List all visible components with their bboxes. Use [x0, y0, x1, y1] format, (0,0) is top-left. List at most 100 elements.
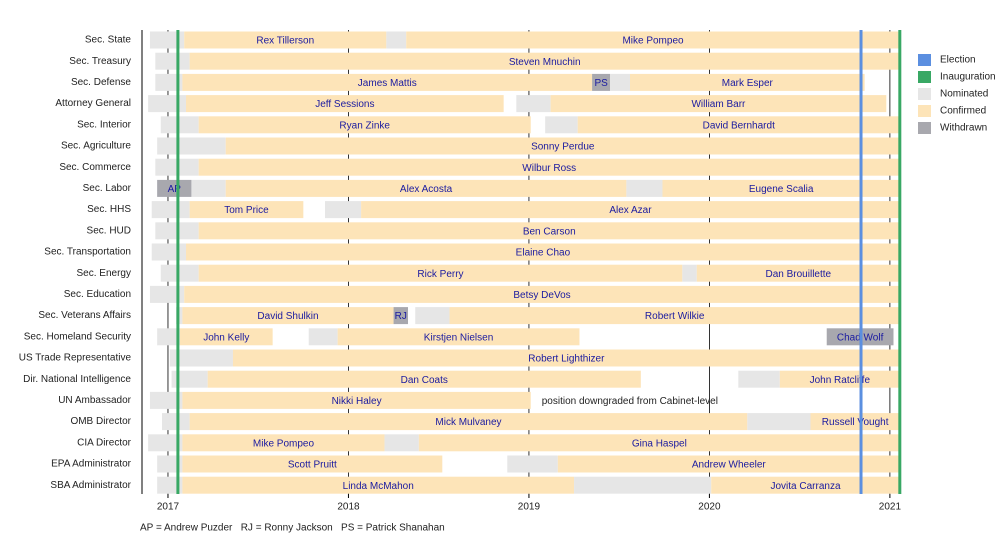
segment: [545, 116, 578, 134]
segment: [198, 222, 900, 240]
person-label: William Barr: [691, 99, 746, 110]
row-label: Sec. Treasury: [69, 56, 131, 67]
segment: [182, 391, 531, 409]
person-label: David Shulkin: [257, 311, 318, 322]
segment: [577, 116, 900, 134]
legend-label: Election: [940, 55, 976, 66]
segment: [157, 179, 192, 197]
row-label: Sec. Transportation: [44, 247, 131, 258]
segment: [747, 413, 811, 431]
x-tick-label: 2017: [157, 502, 180, 513]
segment: [308, 328, 338, 346]
person-label: David Bernhardt: [703, 120, 775, 131]
segment: [232, 349, 900, 367]
segment: [157, 455, 183, 473]
segment: [406, 31, 900, 49]
person-label: Tom Price: [224, 205, 269, 216]
person-label: Alex Azar: [609, 205, 652, 216]
row-label: Sec. Veterans Affairs: [38, 310, 131, 321]
segment: [574, 476, 712, 494]
person-label: RJ: [395, 311, 407, 322]
person-label: Dan Brouillette: [766, 269, 832, 280]
segment: [207, 370, 641, 388]
segment: [148, 434, 183, 452]
row-label: Sec. Homeland Security: [24, 331, 131, 342]
row-label: Sec. HHS: [87, 204, 131, 215]
person-label: Wilbur Ross: [522, 163, 576, 174]
row-label: SBA Administrator: [50, 480, 131, 491]
segment: [738, 370, 780, 388]
segment: [155, 52, 190, 70]
segment: [179, 328, 273, 346]
segment: [393, 307, 409, 325]
segment: [198, 264, 683, 282]
legend-swatch: [918, 54, 931, 66]
segment: [186, 95, 504, 113]
row-label: Sec. Commerce: [59, 162, 131, 173]
row-label: Sec. Energy: [77, 268, 131, 279]
segment: [550, 95, 887, 113]
x-tick-label: 2020: [698, 502, 721, 513]
row-label: OMB Director: [70, 416, 131, 427]
legend-label: Nominated: [940, 89, 988, 100]
segment: [626, 179, 663, 197]
person-label: Scott Pruitt: [288, 460, 337, 471]
segment: [149, 391, 183, 409]
legend-label: Confirmed: [940, 106, 986, 117]
person-label: Robert Wilkie: [645, 311, 705, 322]
segment: [157, 137, 226, 155]
person-label: Alex Acosta: [400, 184, 453, 195]
person-label: Rick Perry: [417, 269, 463, 280]
row-label: EPA Administrator: [51, 459, 132, 470]
segment: [337, 328, 580, 346]
segment: [191, 179, 226, 197]
segment: [682, 264, 697, 282]
person-label: Robert Lighthizer: [528, 354, 605, 365]
person-label: James Mattis: [358, 78, 417, 89]
segment: [415, 307, 450, 325]
segment: [361, 201, 900, 219]
segment: [189, 201, 304, 219]
row-label: Sec. Interior: [77, 119, 132, 130]
person-label: Russell Vought: [822, 417, 889, 428]
segment: [155, 73, 183, 91]
person-label: Jeff Sessions: [315, 99, 374, 110]
row-label: Dir. National Intelligence: [23, 374, 131, 385]
row-label: US Trade Representative: [19, 353, 132, 364]
segment: [630, 73, 865, 91]
segment: [662, 179, 900, 197]
legend-swatch: [918, 122, 931, 134]
segment: [779, 370, 900, 388]
legend-label: Inauguration: [940, 72, 996, 83]
segment: [182, 455, 443, 473]
person-label: Eugene Scalia: [749, 184, 814, 195]
segment: [507, 455, 558, 473]
row-label: Attorney General: [55, 98, 131, 109]
person-label: Steven Mnuchin: [509, 57, 581, 68]
segment: [184, 285, 900, 303]
person-label: Kirstjen Nielsen: [424, 332, 493, 343]
segment: [189, 413, 748, 431]
person-label: Mike Pompeo: [622, 36, 684, 47]
segment: [449, 307, 900, 325]
segment: [198, 116, 531, 134]
segment: [610, 73, 631, 91]
row-label: CIA Director: [77, 437, 132, 448]
row-label: UN Ambassador: [58, 395, 131, 406]
segment: [189, 52, 900, 70]
person-label: John Kelly: [203, 332, 249, 343]
segment: [149, 285, 185, 303]
segment: [162, 413, 190, 431]
row-label: Sec. Defense: [71, 77, 131, 88]
row-label: Sec. Labor: [83, 183, 132, 194]
segment: [169, 349, 233, 367]
segment: [711, 476, 900, 494]
row-label: Sec. Agriculture: [61, 141, 131, 152]
segment: [171, 370, 208, 388]
person-label: Sonny Perdue: [531, 142, 595, 153]
segment: [198, 158, 900, 176]
segment: [182, 73, 593, 91]
person-label: AP: [168, 184, 182, 195]
segment: [186, 243, 900, 261]
row-label: Sec. Education: [64, 289, 131, 300]
